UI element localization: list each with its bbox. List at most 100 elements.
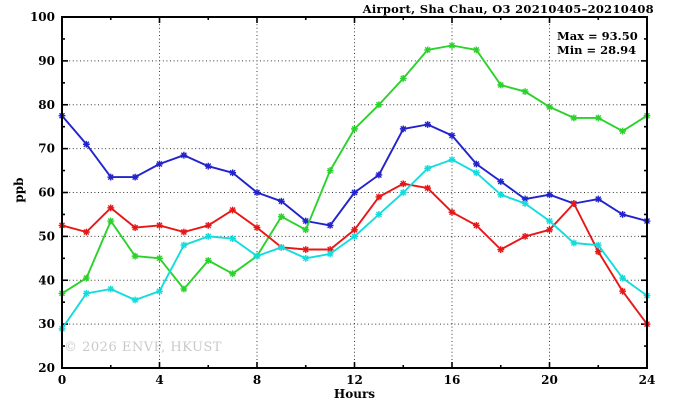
data-point-marker [107, 204, 115, 212]
x-tick-label: 16 [444, 373, 461, 387]
y-tick-label: 80 [38, 98, 55, 112]
data-point-marker [277, 243, 285, 251]
data-point-marker [521, 200, 529, 207]
series-green-markers [58, 42, 651, 297]
data-point-marker [399, 125, 407, 133]
data-point-marker [521, 232, 529, 240]
data-point-marker [351, 189, 358, 196]
data-point-marker [107, 285, 115, 293]
data-point-marker [399, 75, 407, 82]
y-tick-label: 60 [38, 186, 55, 200]
watermark: © 2026 ENVF, HKUST [64, 340, 222, 355]
y-tick-label: 50 [38, 229, 55, 243]
data-point-marker [302, 246, 310, 253]
data-point-marker [302, 226, 310, 234]
data-point-marker [570, 114, 578, 122]
data-point-marker [521, 88, 529, 95]
data-point-marker [351, 226, 358, 234]
data-point-marker [253, 224, 261, 231]
data-point-marker [204, 162, 212, 170]
data-point-marker [229, 270, 237, 278]
data-point-marker [375, 101, 383, 109]
data-point-marker [497, 246, 505, 253]
data-point-marker [277, 213, 285, 221]
y-tick-label: 40 [38, 273, 55, 287]
data-point-marker [497, 191, 505, 199]
data-point-marker [375, 211, 383, 218]
data-point-marker [302, 254, 310, 262]
x-tick-label: 20 [541, 373, 558, 387]
data-point-marker [180, 151, 188, 159]
data-point-marker [229, 235, 237, 242]
y-axis-title: ppb [12, 177, 26, 203]
data-point-marker [131, 173, 139, 181]
data-point-marker [619, 274, 627, 282]
y-tick-label: 70 [38, 142, 55, 156]
data-point-marker [82, 228, 90, 236]
data-point-marker [180, 241, 188, 249]
data-point-marker [497, 81, 505, 89]
x-tick-label: 24 [639, 373, 656, 387]
x-tick-label: 12 [346, 373, 363, 387]
x-tick-label: 4 [155, 373, 163, 387]
data-point-marker [82, 274, 90, 282]
data-point-marker [424, 121, 432, 128]
y-tick-label: 100 [30, 10, 55, 24]
data-point-marker [448, 132, 456, 139]
data-point-marker [253, 189, 261, 196]
data-point-marker [424, 184, 432, 192]
data-point-marker [204, 222, 212, 229]
y-tick-label: 30 [38, 317, 55, 331]
data-point-marker [594, 114, 602, 122]
data-point-marker [375, 193, 383, 201]
x-axis-title: Hours [333, 387, 376, 401]
data-point-marker [570, 239, 578, 247]
data-point-marker [351, 232, 358, 240]
data-point-marker [546, 217, 553, 225]
data-point-marker [546, 191, 553, 199]
data-point-marker [546, 103, 553, 111]
data-point-marker [448, 208, 456, 216]
data-point-marker [570, 200, 578, 207]
data-point-marker [107, 217, 115, 225]
y-tick-label: 20 [38, 361, 55, 375]
data-point-marker [351, 125, 358, 133]
data-point-marker [472, 169, 480, 177]
data-point-marker [82, 140, 90, 148]
chart-title: Airport, Sha Chau, O3 20210405–20210408 [362, 2, 654, 16]
data-point-marker [180, 228, 188, 236]
data-point-marker [619, 287, 627, 295]
data-point-marker [619, 127, 627, 135]
data-point-marker [594, 195, 602, 203]
data-point-marker [326, 222, 334, 229]
data-point-marker [594, 248, 602, 256]
data-point-marker [448, 42, 456, 49]
data-point-marker [399, 189, 407, 196]
data-point-marker [619, 211, 627, 218]
data-point-marker [180, 285, 188, 293]
data-point-marker [497, 178, 505, 185]
data-point-marker [302, 217, 310, 225]
data-point-marker [131, 224, 139, 231]
min-value-label: Min = 28.94 [557, 43, 637, 57]
data-point-marker [156, 254, 163, 262]
data-point-marker [131, 296, 139, 304]
data-point-marker [472, 46, 480, 54]
data-point-marker [156, 222, 163, 229]
data-point-marker [424, 164, 432, 172]
tick-labels: 0 4 8 12 16 20 24 20 30 40 50 60 70 80 90 100 [30, 10, 655, 387]
data-point-marker [156, 287, 163, 295]
data-point-marker [204, 257, 212, 264]
data-point-marker [204, 232, 212, 240]
data-point-marker [472, 160, 480, 168]
max-min-annotation: Max = 93.50 Min = 28.94 [557, 29, 638, 57]
data-point-marker [326, 246, 334, 253]
data-point-marker [253, 252, 261, 260]
data-point-marker [399, 180, 407, 188]
data-point-marker [156, 160, 163, 168]
max-value-label: Max = 93.50 [557, 29, 638, 43]
data-point-marker [277, 197, 285, 205]
plot-border [61, 16, 648, 369]
